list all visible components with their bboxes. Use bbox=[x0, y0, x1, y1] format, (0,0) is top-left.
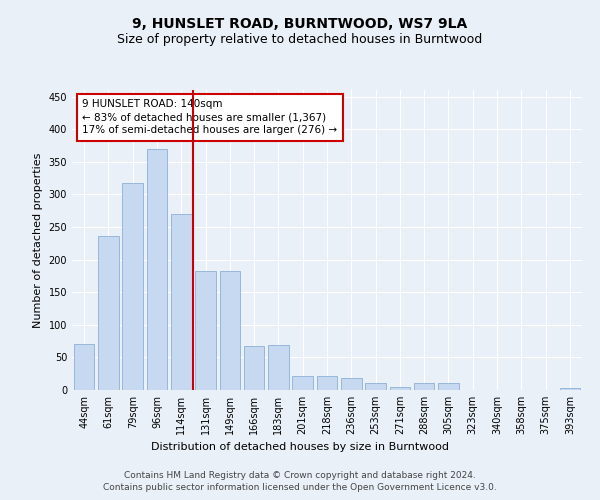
Bar bbox=[74, 344, 94, 390]
Text: Contains public sector information licensed under the Open Government Licence v3: Contains public sector information licen… bbox=[103, 484, 497, 492]
Bar bbox=[220, 270, 240, 390]
Bar bbox=[341, 378, 362, 390]
Text: Distribution of detached houses by size in Burntwood: Distribution of detached houses by size … bbox=[151, 442, 449, 452]
Bar bbox=[171, 214, 191, 390]
Text: Size of property relative to detached houses in Burntwood: Size of property relative to detached ho… bbox=[118, 32, 482, 46]
Bar bbox=[146, 148, 167, 390]
Bar bbox=[389, 386, 410, 390]
Bar bbox=[365, 384, 386, 390]
Bar bbox=[438, 383, 459, 390]
Text: Contains HM Land Registry data © Crown copyright and database right 2024.: Contains HM Land Registry data © Crown c… bbox=[124, 471, 476, 480]
Bar bbox=[317, 376, 337, 390]
Bar bbox=[98, 236, 119, 390]
Text: 9, HUNSLET ROAD, BURNTWOOD, WS7 9LA: 9, HUNSLET ROAD, BURNTWOOD, WS7 9LA bbox=[133, 18, 467, 32]
Text: 9 HUNSLET ROAD: 140sqm
← 83% of detached houses are smaller (1,367)
17% of semi-: 9 HUNSLET ROAD: 140sqm ← 83% of detached… bbox=[82, 99, 337, 136]
Bar bbox=[414, 383, 434, 390]
Bar bbox=[268, 345, 289, 390]
Y-axis label: Number of detached properties: Number of detached properties bbox=[33, 152, 43, 328]
Bar bbox=[244, 346, 265, 390]
Bar bbox=[122, 184, 143, 390]
Bar bbox=[195, 272, 216, 390]
Bar bbox=[292, 376, 313, 390]
Bar bbox=[560, 388, 580, 390]
